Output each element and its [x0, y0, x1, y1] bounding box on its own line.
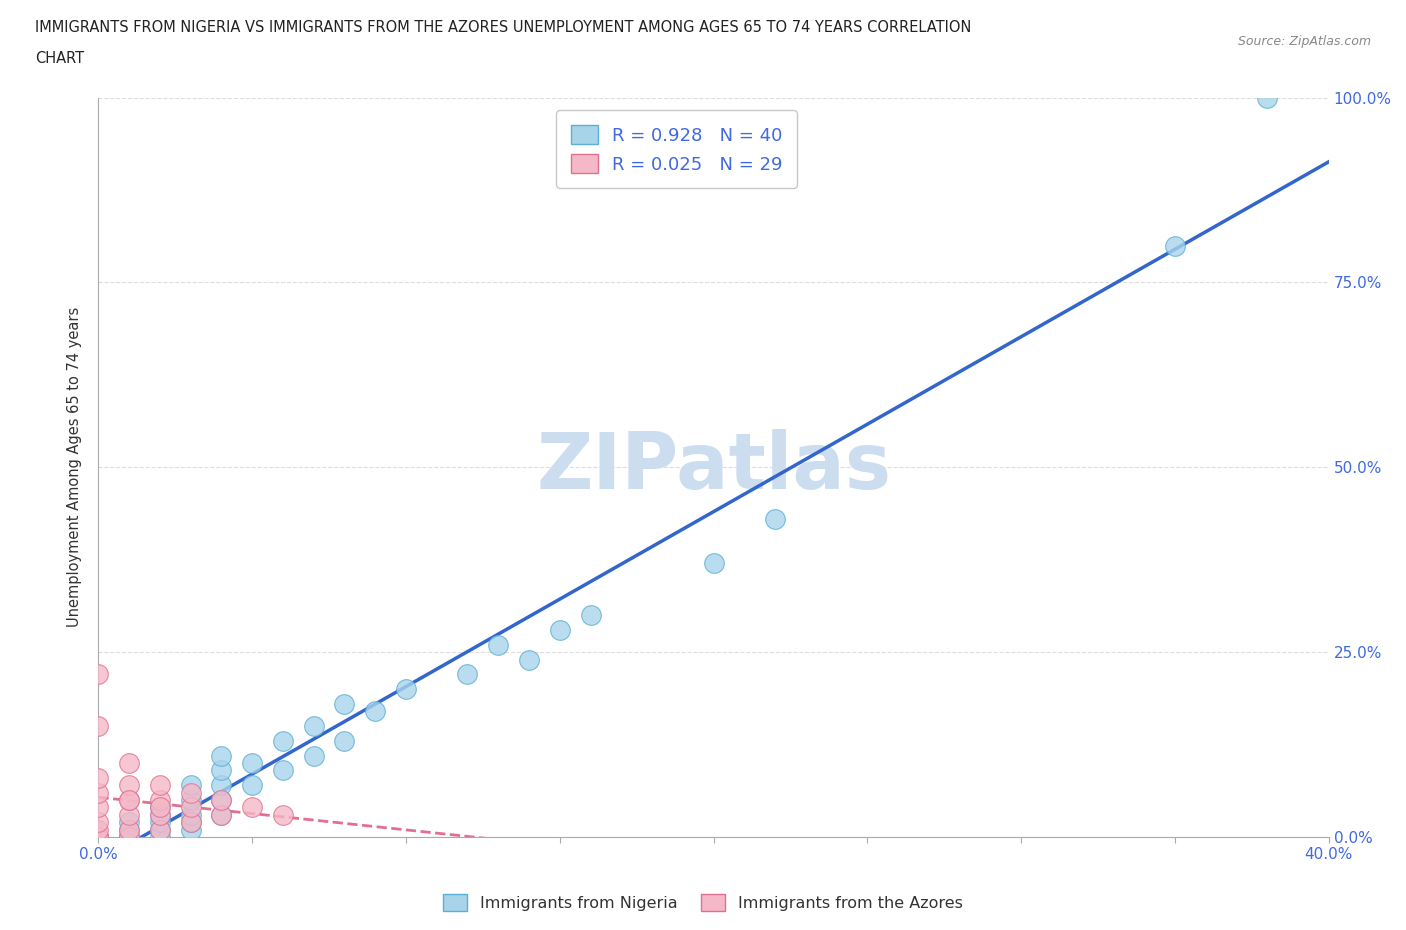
Point [149, 800, 172, 815]
Point [118, 822, 141, 837]
Point [87, 800, 110, 815]
Point [118, 822, 141, 837]
Point [211, 749, 233, 764]
Point [211, 792, 233, 807]
Point [211, 763, 233, 777]
Point [180, 792, 202, 807]
Point [180, 822, 202, 837]
Point [118, 792, 141, 807]
Point [149, 807, 172, 822]
Point [87, 830, 110, 844]
Point [1256, 90, 1278, 105]
Point [87, 830, 110, 844]
Point [763, 512, 786, 526]
Point [486, 637, 509, 652]
Point [149, 777, 172, 792]
Point [149, 822, 172, 837]
Point [456, 667, 478, 682]
Point [87, 822, 110, 837]
Point [87, 815, 110, 830]
Legend: R = 0.928   N = 40, R = 0.025   N = 29: R = 0.928 N = 40, R = 0.025 N = 29 [557, 111, 797, 188]
Point [87, 667, 110, 682]
Point [87, 770, 110, 785]
Point [87, 830, 110, 844]
Text: ZIPatlas: ZIPatlas [536, 430, 891, 505]
Text: Source: ZipAtlas.com: Source: ZipAtlas.com [1237, 35, 1371, 48]
Point [118, 792, 141, 807]
Point [271, 734, 294, 749]
Y-axis label: Unemployment Among Ages 65 to 74 years: Unemployment Among Ages 65 to 74 years [67, 307, 83, 628]
Point [87, 719, 110, 734]
Point [180, 800, 202, 815]
Point [240, 755, 263, 770]
Point [87, 830, 110, 844]
Point [149, 830, 172, 844]
Point [149, 800, 172, 815]
Point [149, 792, 172, 807]
Point [517, 652, 540, 667]
Point [364, 704, 387, 719]
Point [211, 807, 233, 822]
Point [180, 807, 202, 822]
Point [180, 815, 202, 830]
Point [149, 807, 172, 822]
Point [149, 822, 172, 837]
Point [333, 734, 356, 749]
Text: IMMIGRANTS FROM NIGERIA VS IMMIGRANTS FROM THE AZORES UNEMPLOYMENT AMONG AGES 65: IMMIGRANTS FROM NIGERIA VS IMMIGRANTS FR… [35, 20, 972, 35]
Point [211, 792, 233, 807]
Point [211, 807, 233, 822]
Point [180, 785, 202, 800]
Point [180, 777, 202, 792]
Point [118, 755, 141, 770]
Point [271, 763, 294, 777]
Point [118, 830, 141, 844]
Point [240, 800, 263, 815]
Point [240, 777, 263, 792]
Point [118, 807, 141, 822]
Point [395, 682, 418, 697]
Point [118, 815, 141, 830]
Point [548, 622, 571, 637]
Point [118, 777, 141, 792]
Point [333, 697, 356, 711]
Point [579, 608, 602, 623]
Point [87, 785, 110, 800]
Text: CHART: CHART [35, 51, 84, 66]
Point [118, 830, 141, 844]
Point [149, 815, 172, 830]
Point [118, 830, 141, 844]
Point [211, 777, 233, 792]
Point [302, 749, 325, 764]
Point [1164, 238, 1187, 253]
Legend: Immigrants from Nigeria, Immigrants from the Azores: Immigrants from Nigeria, Immigrants from… [437, 888, 969, 917]
Point [703, 556, 725, 571]
Point [302, 719, 325, 734]
Point [87, 830, 110, 844]
Point [271, 807, 294, 822]
Point [180, 815, 202, 830]
